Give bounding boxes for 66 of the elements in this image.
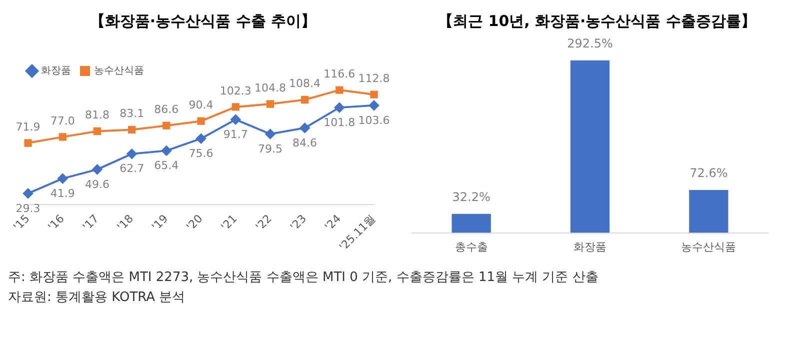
point — [197, 117, 205, 125]
data-label: 81.8 — [84, 108, 110, 122]
x-tick-label: 화장품 — [574, 240, 606, 254]
point — [58, 133, 66, 141]
point — [24, 139, 32, 147]
x-tick-label: '24 — [322, 212, 344, 234]
chart-title: 【화장품·농수산식품 수출 추이】 — [88, 11, 318, 32]
data-label: 77.0 — [50, 114, 75, 128]
text: 주: 화장품 수출액은 MTI 2273, 농수산식품 수출액은 MTI 0 기준, 수출증감률은 11월 누계 기준 산출 — [8, 269, 600, 287]
data-label: 292.5% — [567, 36, 613, 51]
point — [23, 188, 34, 198]
data-label: 84.6 — [292, 136, 318, 150]
data-label: 49.6 — [84, 178, 110, 191]
point — [334, 102, 344, 113]
data-label: 91.7 — [223, 128, 248, 141]
data-label: 65.4 — [154, 159, 179, 172]
point — [93, 127, 102, 136]
x-tick-label: '22 — [253, 212, 274, 234]
chart-title: 【최근 10년, 화장품·농수산식품 수출증감률】 — [437, 11, 757, 32]
point — [369, 100, 379, 110]
x-tick-label: '16 — [46, 212, 67, 234]
x-tick-label: '21 — [218, 212, 240, 234]
x-tick-label: 농수산식품 — [681, 240, 736, 254]
data-label: 75.6 — [188, 146, 214, 160]
data-label: 29.3 — [16, 202, 40, 215]
point — [336, 86, 344, 94]
data-label: 83.1 — [120, 107, 144, 120]
data-label: 108.4 — [289, 77, 321, 90]
data-label: 101.8 — [324, 116, 356, 129]
data-label: 62.7 — [120, 162, 144, 176]
point — [370, 90, 378, 98]
point — [92, 164, 102, 174]
point — [162, 122, 170, 130]
point — [300, 122, 310, 133]
point — [232, 103, 240, 111]
point — [196, 134, 206, 144]
point — [58, 174, 68, 184]
point — [128, 126, 136, 134]
point — [161, 146, 172, 156]
legend-label: 농수산식품 — [94, 66, 144, 77]
data-label: 79.5 — [258, 142, 282, 156]
data-label: 103.6 — [358, 114, 390, 127]
point — [126, 148, 137, 159]
point — [265, 128, 276, 139]
data-label: 72.6% — [690, 166, 728, 180]
x-tick-label: '18 — [114, 212, 136, 234]
x-tick-label: '20 — [184, 212, 206, 234]
legend-label: 화장품 — [41, 66, 71, 77]
data-label: 32.2% — [452, 190, 490, 204]
point — [230, 114, 241, 125]
data-label: 90.4 — [188, 98, 214, 112]
data-label: 112.8 — [358, 72, 390, 85]
x-tick-label: '17 — [80, 212, 102, 234]
data-label: 86.6 — [154, 102, 179, 116]
data-label: 104.8 — [254, 81, 286, 94]
x-tick-label: '23 — [288, 212, 309, 234]
data-label: 102.3 — [220, 84, 252, 98]
point — [300, 96, 309, 104]
data-label: 71.9 — [16, 120, 40, 134]
x-tick-label: '15 — [10, 212, 32, 234]
text: 자료원: 통계활용 KOTRA 분석 — [8, 289, 186, 307]
data-label: 116.6 — [324, 67, 356, 80]
point — [266, 100, 274, 108]
data-label: 41.9 — [50, 186, 75, 200]
x-tick-label: '19 — [149, 212, 171, 234]
x-tick-label: 총수출 — [454, 240, 488, 254]
